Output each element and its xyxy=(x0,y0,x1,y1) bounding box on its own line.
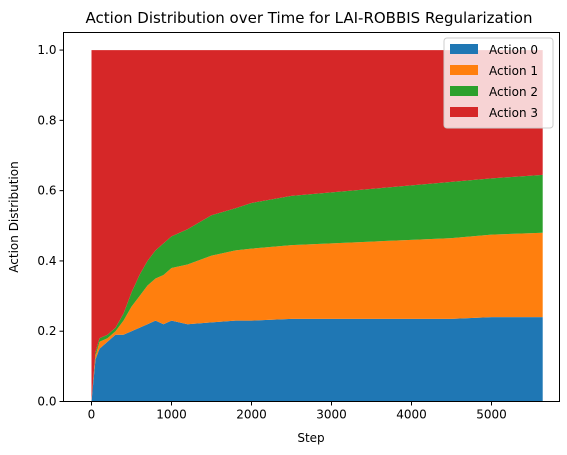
plot-frame xyxy=(63,32,560,402)
y-axis-ticks: 0.0 0.2 0.4 0.6 0.8 1.0 xyxy=(37,43,64,409)
chart-title: Action Distribution over Time for LAI-RO… xyxy=(86,9,533,27)
y-tick-label: 0.6 xyxy=(37,184,56,198)
legend: Action 0 Action 1 Action 2 Action 3 xyxy=(443,37,554,129)
y-axis-label: Action Distribution xyxy=(7,161,21,272)
legend-label-action-3: Action 3 xyxy=(489,106,538,120)
legend-label-action-2: Action 2 xyxy=(489,85,538,99)
x-tick-label: 3000 xyxy=(316,408,347,422)
x-axis-ticks: 0 1000 2000 3000 4000 5000 xyxy=(88,401,507,422)
x-tick-label: 0 xyxy=(88,408,96,422)
x-tick-label: 5000 xyxy=(476,408,507,422)
stacked-areas xyxy=(91,50,543,402)
x-tick-label: 1000 xyxy=(156,408,187,422)
y-tick-label: 0.4 xyxy=(37,254,56,268)
area-action-1 xyxy=(91,232,543,402)
y-tick-label: 0.0 xyxy=(37,395,56,409)
y-tick-label: 1.0 xyxy=(37,43,56,57)
x-tick-label: 2000 xyxy=(236,408,267,422)
legend-label-action-0: Action 0 xyxy=(489,43,538,57)
y-tick-label: 0.8 xyxy=(37,113,56,127)
area-action-0 xyxy=(91,317,543,402)
area-action-3 xyxy=(91,50,543,402)
legend-swatch-action-3 xyxy=(450,107,478,117)
area-action-2 xyxy=(91,174,543,402)
legend-swatch-action-0 xyxy=(450,44,478,54)
legend-label-action-1: Action 1 xyxy=(489,64,538,78)
legend-swatch-action-1 xyxy=(450,65,478,75)
x-tick-label: 4000 xyxy=(396,408,427,422)
x-axis-label: Step xyxy=(297,431,324,445)
legend-swatch-action-2 xyxy=(450,86,478,96)
y-tick-label: 0.2 xyxy=(37,324,56,338)
legend-box xyxy=(443,37,554,129)
